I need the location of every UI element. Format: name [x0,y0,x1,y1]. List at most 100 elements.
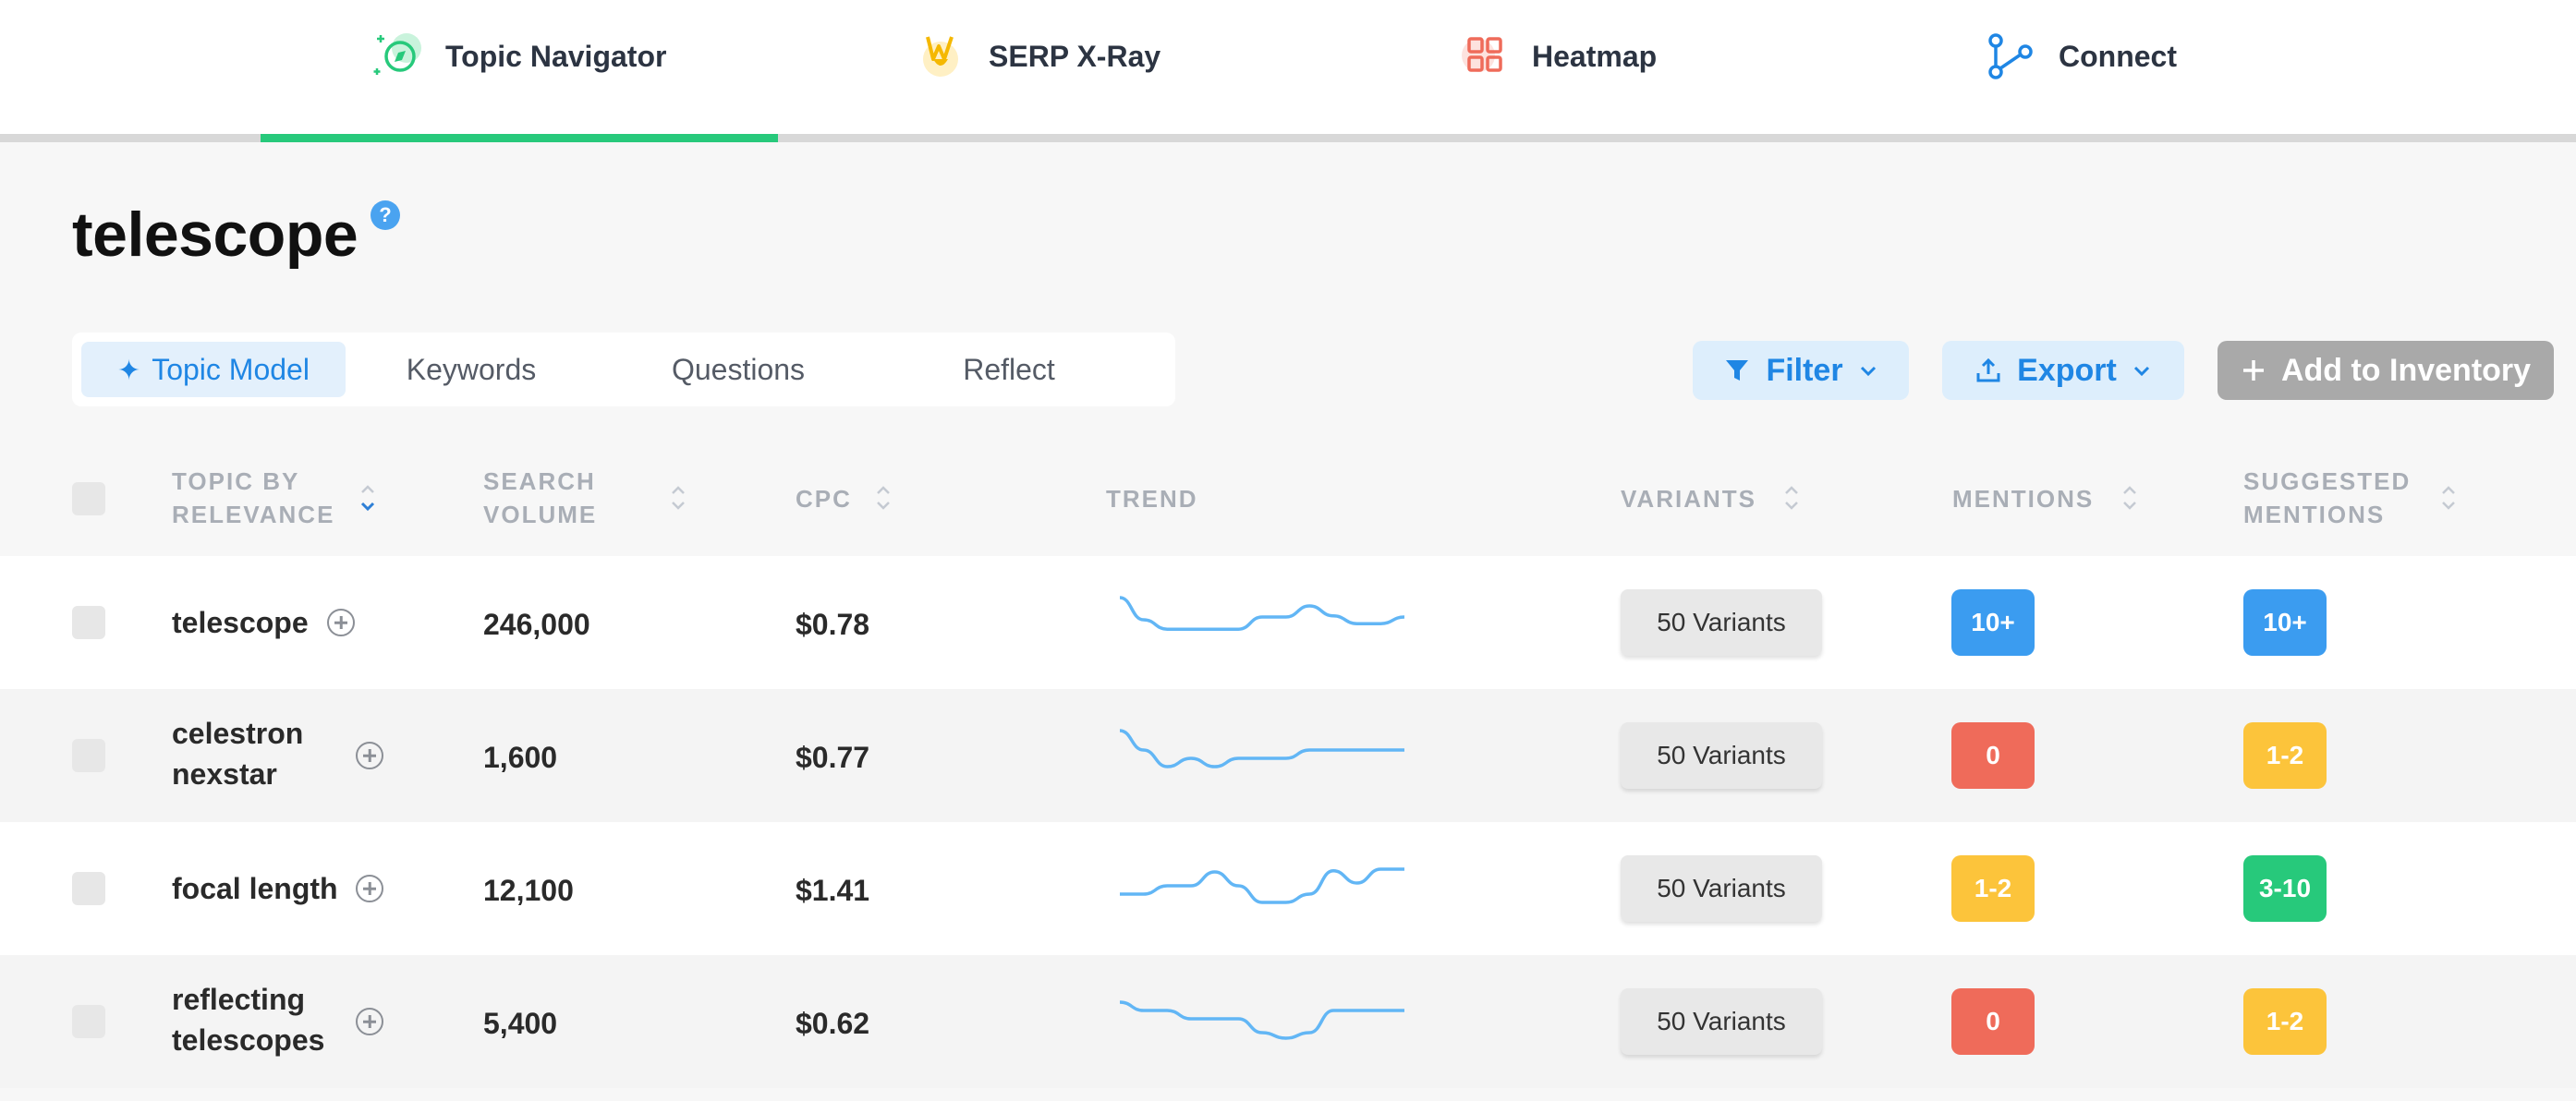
trend-line [1119,596,1405,631]
header-label: VOLUME [483,501,598,528]
variants-button[interactable]: 50 Variants [1621,589,1822,656]
header-trend: TREND [1106,485,1198,513]
cpc-value: $1.41 [796,874,870,907]
add-to-inventory-button[interactable]: Add to Inventory [2218,341,2554,400]
topic-name[interactable]: telescope [172,606,309,639]
suggested-mentions-badge: 1-2 [2243,988,2327,1055]
search-volume: 5,400 [483,1007,558,1040]
tab-questions[interactable]: Questions [636,342,841,397]
tab-label: Topic Model [152,353,310,386]
tab-topic-model[interactable]: ✦ Topic Model [81,342,346,397]
help-icon[interactable]: ? [371,200,400,230]
trend-line [1120,867,1404,904]
header-label: MENTIONS [2243,501,2386,528]
search-volume: 246,000 [483,608,590,641]
nav-tab-serp-xray[interactable]: SERP X-Ray [913,26,1160,87]
grid-icon [1462,37,1502,72]
cpc-value: $0.77 [796,741,870,774]
sort-icon[interactable] [669,484,687,512]
tab-label: Reflect [963,353,1055,386]
nav-tab-label: Heatmap [1532,39,1658,73]
topic-name-line: celestron [172,717,304,750]
add-topic-icon[interactable] [327,609,355,636]
nav-tab-label: Connect [2059,39,2177,73]
chevron-down-icon [1860,366,1876,377]
add-to-inventory-label: Add to Inventory [2280,352,2532,388]
cpc-value: $0.78 [796,608,870,641]
trend-sparkline [1119,596,1405,631]
header-label: SUGGESTED [2243,467,2412,495]
export-button[interactable]: Export [1942,341,2184,400]
table-row: focal length 12,100 $1.41 50 Variants 1-… [0,822,2576,955]
table-row: reflecting telescopes 5,400 $0.62 50 Var… [0,955,2576,1088]
variants-button[interactable]: 50 Variants [1621,988,1822,1055]
sort-desc-icon[interactable] [358,485,377,513]
nav-tab-heatmap[interactable]: Heatmap [1456,26,1657,87]
header-search-volume[interactable]: SEARCH VOLUME [483,465,597,531]
add-topic-icon[interactable] [356,1008,383,1035]
trend-sparkline [1119,729,1404,768]
page-title: telescope [72,200,358,270]
sort-icon[interactable] [2439,484,2458,512]
nav-tab-connect[interactable]: Connect [1983,26,2177,87]
cpc-value: $0.62 [796,1007,870,1040]
nav-tab-topic-navigator[interactable]: Topic Navigator [370,26,666,87]
sort-icon[interactable] [2120,484,2139,512]
row-checkbox[interactable] [72,872,105,905]
filter-label: Filter [1766,352,1843,388]
header-label: SEARCH [483,467,596,495]
add-topic-icon[interactable] [356,875,383,902]
select-all-checkbox[interactable] [72,482,105,515]
tab-reflect[interactable]: Reflect [907,342,1111,397]
topic-name[interactable]: focal length [172,872,338,905]
sort-icon[interactable] [874,484,893,512]
mentions-badge: 0 [1951,722,2035,789]
topic-name[interactable]: celestron nexstar [172,713,303,794]
filter-icon [1726,360,1749,381]
plus-icon [2242,360,2264,381]
nav-tab-label: SERP X-Ray [989,39,1161,73]
nav-divider [0,134,2576,142]
row-checkbox[interactable] [72,739,105,772]
variants-button[interactable]: 50 Variants [1621,855,1822,922]
tab-label: Questions [671,353,806,386]
table-row: telescope 246,000 $0.78 50 Variants 10+ … [0,556,2576,689]
header-cpc[interactable]: CPC [796,485,852,513]
row-checkbox[interactable] [72,606,105,639]
connect-icon [1988,33,2033,79]
suggested-mentions-badge: 1-2 [2243,722,2327,789]
tab-keywords[interactable]: Keywords [370,342,573,397]
compass-icon [373,33,421,75]
row-checkbox[interactable] [72,1005,105,1038]
topic-name-line: telescopes [172,1023,325,1057]
add-topic-icon[interactable] [356,742,383,769]
search-volume: 12,100 [483,874,574,907]
header-variants[interactable]: VARIANTS [1621,485,1756,513]
header-suggested-mentions[interactable]: SUGGESTED MENTIONS [2243,465,2411,531]
subtab-bar: ✦ Topic Model Keywords Questions Reflect [72,333,1175,406]
topic-name[interactable]: reflecting telescopes [172,979,324,1060]
upload-icon [1976,357,2000,382]
xray-icon [923,36,958,77]
header-label: TOPIC BY [172,467,300,495]
tab-label: Keywords [406,353,537,386]
mentions-badge: 0 [1951,988,2035,1055]
topic-name-line: nexstar [172,757,277,791]
sparkle-icon: ✦ [117,356,141,386]
trend-line [1119,1000,1404,1040]
mentions-badge: 1-2 [1951,855,2035,922]
sort-icon[interactable] [1782,484,1801,512]
top-navigation: Topic Navigator SERP X-Ray Heatmap Conne… [0,0,2576,134]
header-topic-by-relevance[interactable]: TOPIC BY RELEVANCE [172,465,334,531]
suggested-mentions-badge: 10+ [2243,589,2327,656]
trend-line [1119,729,1404,768]
nav-tab-label: Topic Navigator [445,39,667,73]
table-row: celestron nexstar 1,600 $0.77 50 Variant… [0,689,2576,822]
suggested-mentions-badge: 3-10 [2243,855,2327,922]
topic-name-line: reflecting [172,983,306,1016]
header-mentions[interactable]: MENTIONS [1952,485,2095,513]
header-label: RELEVANCE [172,501,335,528]
export-label: Export [2017,352,2117,388]
variants-button[interactable]: 50 Variants [1621,722,1822,789]
filter-button[interactable]: Filter [1693,341,1909,400]
